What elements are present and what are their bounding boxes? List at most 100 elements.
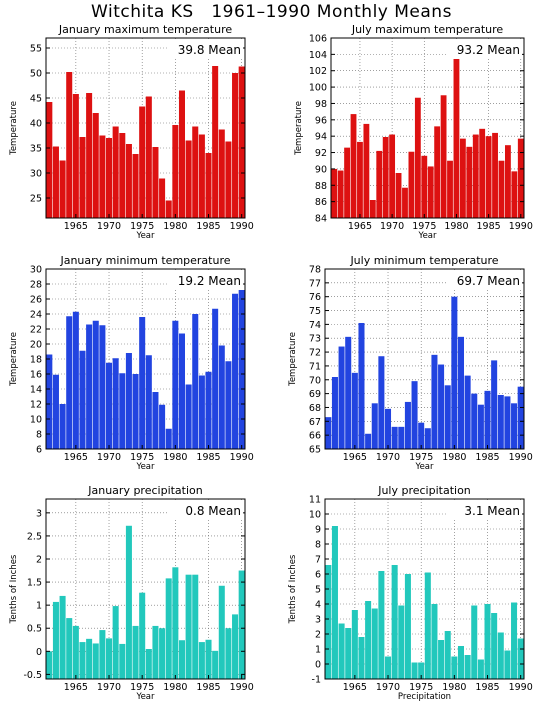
bar-1961: 1961: 18.6 bbox=[46, 354, 53, 449]
bar-1969: 1969: 71.7 bbox=[378, 356, 385, 449]
x-axis-label: Year bbox=[418, 231, 438, 241]
bar-1971: 1971: 6.6 bbox=[391, 565, 398, 679]
bar-1963: 1963: 2.7 bbox=[338, 623, 345, 679]
x-axis-label: Year bbox=[136, 692, 156, 702]
bar-1974: 1974: 16 bbox=[132, 374, 139, 449]
y-tick-label: 30 bbox=[30, 265, 42, 276]
bar-1986: 1986: 51.4 bbox=[212, 66, 219, 218]
y-tick-label: 25 bbox=[30, 194, 42, 205]
bar-1968: 1968: 3.7 bbox=[371, 608, 378, 679]
y-tick-label: 68 bbox=[309, 403, 321, 414]
bar-1985: 1985: 34 bbox=[205, 153, 212, 218]
y-tick-label: 3 bbox=[36, 508, 42, 519]
bar-1989: 1989: 26.7 bbox=[232, 293, 239, 449]
mean-label: 0.8 Mean bbox=[185, 504, 241, 518]
mean-label-box bbox=[448, 272, 522, 290]
bar-1978: 1978: 0.5 bbox=[159, 628, 166, 679]
y-axis-label: Temperature bbox=[9, 332, 19, 387]
y-axis-label: Temperature bbox=[288, 332, 298, 387]
bar-1978: 1978: 71.1 bbox=[438, 364, 445, 449]
bar-1961: 1961: 6.6 bbox=[325, 565, 332, 679]
bar-1983: 1983: 39.3 bbox=[192, 126, 199, 218]
bar-1986: 1986: 0.01 bbox=[212, 650, 219, 679]
bar-1969: 1969: 22.5 bbox=[99, 325, 106, 449]
bar-1986: 1986: 94.4 bbox=[492, 132, 498, 218]
x-tick-label: 1985 bbox=[477, 221, 501, 232]
bar-1983: 1983: 94.2 bbox=[472, 134, 479, 218]
bar-1981: 1981: 46.5 bbox=[178, 90, 185, 218]
y-tick-label: 74 bbox=[309, 320, 321, 331]
chart-panel-2: July maximum temperature 1961: 901962: 89… bbox=[294, 23, 533, 241]
bar-1973: 1973: 35.8 bbox=[125, 144, 132, 218]
x-tick-label: 1965 bbox=[64, 452, 88, 463]
bar-1986: 1986: 3.4 bbox=[491, 613, 498, 679]
bar-1967: 1967: 0.27 bbox=[86, 638, 93, 679]
y-tick-label: 10 bbox=[30, 415, 42, 426]
y-tick-label: 18 bbox=[30, 355, 42, 366]
bar-1965: 1965: 93.3 bbox=[357, 141, 363, 218]
bar-1963: 1963: 32.5 bbox=[59, 160, 66, 218]
mean-label-box bbox=[169, 272, 243, 290]
y-tick-label: 96 bbox=[315, 115, 327, 126]
bar-1966: 1966: 95.5 bbox=[363, 123, 370, 218]
bar-1984: 1984: 94.9 bbox=[479, 128, 486, 218]
bar-1980: 1980: 23.1 bbox=[172, 320, 179, 449]
bar-1969: 1969: 6.2 bbox=[378, 571, 385, 679]
bar-1979: 1979: 8.7 bbox=[165, 428, 172, 449]
bar-1984: 1984: 37.7 bbox=[198, 134, 205, 218]
x-tick-label: 1975 bbox=[130, 221, 154, 232]
bar-1975: 1975: 23.6 bbox=[139, 317, 146, 449]
y-tick-label: 98 bbox=[315, 99, 327, 110]
bar-1968: 1968: 42 bbox=[92, 113, 99, 218]
bar-1967: 1967: 66.1 bbox=[365, 433, 372, 449]
mean-label: 19.2 Mean bbox=[178, 274, 241, 288]
bar-1973: 1973: 2.72 bbox=[125, 525, 132, 679]
y-tick-label: 106 bbox=[309, 34, 327, 45]
y-tick-label: 104 bbox=[309, 50, 327, 61]
x-tick-label: 1970 bbox=[376, 452, 400, 463]
y-tick-label: 28 bbox=[30, 280, 42, 291]
plot-frame bbox=[45, 498, 246, 680]
chart-panel-4: July minimum temperature 1961: 67.31962: … bbox=[288, 254, 533, 472]
chart-panel-5: January precipitation1961: 01962: 1.0719… bbox=[9, 484, 254, 702]
y-tick-label: 76 bbox=[309, 292, 321, 303]
bar-1962: 1962: 1.07 bbox=[52, 601, 59, 679]
bar-1985: 1985: 94 bbox=[485, 136, 492, 218]
mean-label-box bbox=[448, 41, 522, 59]
y-tick-label: 6 bbox=[36, 445, 42, 456]
bar-1976: 1976: 66.5 bbox=[424, 428, 431, 449]
x-tick-label: 1975 bbox=[130, 682, 154, 693]
bar-1972: 1972: 3.9 bbox=[398, 605, 405, 679]
x-tick-label: 1985 bbox=[475, 682, 499, 693]
chart-panel-3: January minimum temperature1961: 18.6196… bbox=[9, 254, 254, 472]
bar-1990: 1990: 1.75 bbox=[238, 570, 245, 679]
bar-1971: 1971: 39.3 bbox=[112, 126, 119, 218]
bar-1969: 1969: 93.9 bbox=[382, 137, 389, 218]
bar-1967: 1967: 22.6 bbox=[86, 324, 93, 449]
bar-1962: 1962: 70.2 bbox=[331, 377, 338, 449]
y-tick-label: 2 bbox=[36, 555, 42, 566]
y-tick-label: 92 bbox=[315, 148, 327, 159]
bar-1976: 1976: 45.3 bbox=[145, 96, 152, 218]
bar-1978: 1978: 1.6 bbox=[438, 640, 445, 679]
x-tick-label: 1965 bbox=[348, 221, 372, 232]
y-tick-label: 8 bbox=[315, 540, 321, 551]
bar-1980: 1980: 1.82 bbox=[172, 567, 179, 679]
panel-title: January precipitation bbox=[87, 484, 203, 497]
bar-1963: 1963: 1.2 bbox=[59, 595, 66, 679]
bar-1990: 1990: 93.7 bbox=[517, 138, 524, 218]
bar-1979: 1979: 24.5 bbox=[165, 200, 172, 218]
bar-1971: 1971: 0.98 bbox=[112, 606, 119, 679]
bar-1964: 1964: 0.72 bbox=[66, 618, 73, 679]
y-tick-label: 88 bbox=[315, 181, 327, 192]
y-tick-label: 1 bbox=[315, 645, 321, 656]
bar-1964: 1964: 96.7 bbox=[350, 114, 357, 218]
bar-1982: 1982: 1.66 bbox=[185, 574, 192, 679]
y-tick-label: 30 bbox=[30, 169, 42, 180]
bar-1961: 1961: 67.3 bbox=[325, 417, 332, 449]
bar-1988: 1988: 68.8 bbox=[504, 396, 511, 449]
x-tick-label: 1980 bbox=[163, 682, 187, 693]
mean-label-box bbox=[169, 502, 243, 520]
y-axis-label: Temperature bbox=[9, 101, 19, 156]
bar-1978: 1978: 11.9 bbox=[159, 404, 166, 449]
